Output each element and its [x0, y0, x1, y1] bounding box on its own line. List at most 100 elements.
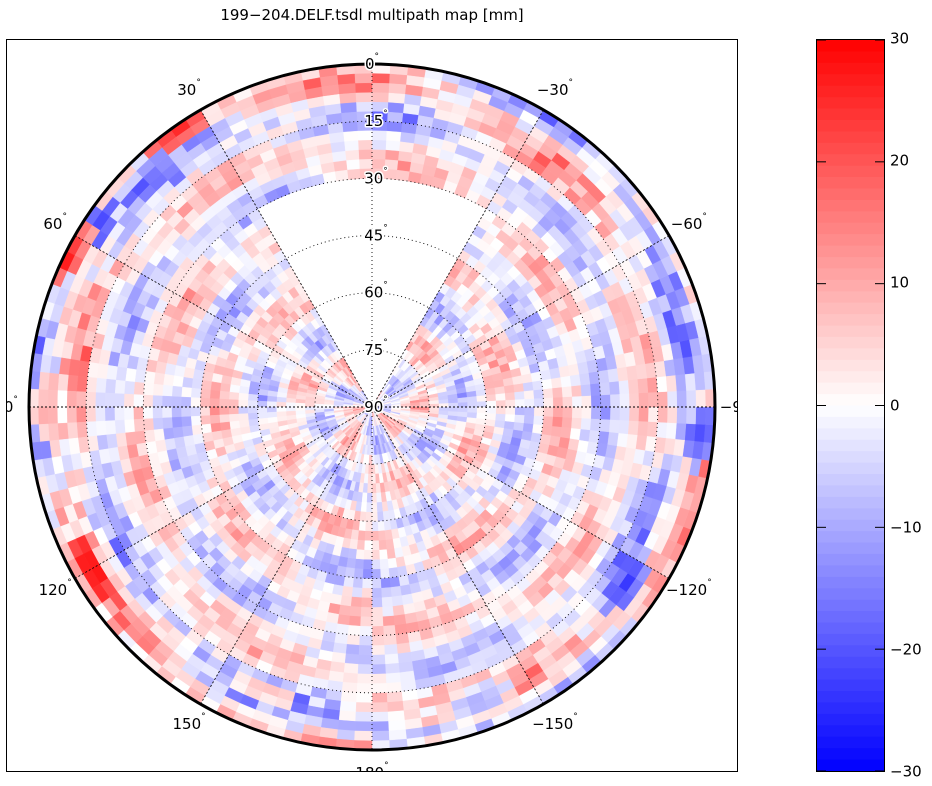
azimuth-tick-label: −30° — [537, 78, 573, 99]
colorbar-band — [817, 348, 884, 361]
heat-cell — [388, 728, 408, 741]
elevation-tick-label: 60° — [364, 280, 388, 301]
heat-cell — [571, 406, 582, 419]
heat-cell — [257, 394, 269, 402]
heat-cell — [466, 406, 478, 413]
heat-cell — [695, 406, 706, 425]
heat-cell — [57, 422, 70, 441]
heat-cell — [438, 406, 449, 412]
heat-cell — [494, 413, 506, 422]
heat-cell — [174, 365, 186, 378]
heat-cell — [190, 415, 202, 427]
heat-cell — [57, 373, 70, 392]
heat-cell — [512, 421, 524, 432]
heat-cell — [693, 371, 706, 391]
heat-cell — [331, 150, 347, 163]
heat-cell — [395, 632, 410, 645]
heat-cell — [339, 102, 357, 114]
heat-cell — [66, 390, 78, 408]
heat-cell — [336, 565, 347, 577]
heat-cell — [286, 402, 297, 408]
colorbar-band — [817, 314, 884, 327]
colorbar-bands — [817, 40, 884, 771]
heat-cell — [543, 397, 554, 408]
colorbar-band — [817, 656, 884, 669]
heat-cell — [172, 375, 185, 388]
heat-cell — [171, 385, 183, 398]
heat-cell — [229, 384, 241, 394]
colorbar-tick-label: 30 — [890, 29, 910, 48]
heat-cell — [393, 613, 407, 626]
heat-cell — [346, 168, 361, 180]
heat-cell — [371, 730, 390, 741]
heat-cell — [533, 406, 544, 417]
heat-cell — [371, 711, 389, 722]
heat-cell — [419, 406, 430, 411]
heat-cell — [684, 423, 696, 442]
heat-cell — [550, 376, 562, 389]
heat-cell — [380, 577, 392, 589]
heat-cell — [368, 463, 373, 474]
heat-cell — [359, 510, 367, 522]
heat-cell — [171, 416, 183, 429]
heat-cell — [589, 382, 601, 396]
heat-cell — [550, 425, 562, 438]
heat-cell — [104, 406, 116, 422]
heat-cell — [201, 423, 213, 435]
heat-cell — [354, 82, 373, 94]
heat-cell — [647, 391, 659, 408]
heat-cell — [355, 548, 365, 560]
heat-cell — [381, 586, 393, 598]
heat-cell — [362, 482, 369, 493]
heat-cell — [685, 406, 697, 425]
heat-cell — [152, 406, 163, 419]
colorbar-band — [817, 439, 884, 452]
heat-cell — [676, 406, 687, 424]
heat-cell — [385, 140, 401, 152]
heat-cell — [558, 436, 570, 449]
heat-cell — [349, 538, 359, 550]
heat-cell — [336, 73, 356, 86]
heat-cell — [76, 391, 87, 408]
heat-cell — [541, 424, 553, 436]
colorbar-band — [817, 508, 884, 521]
colorbar-band — [817, 702, 884, 715]
heat-cell — [343, 405, 354, 408]
heat-cell — [657, 391, 668, 408]
heat-cell — [172, 426, 185, 439]
heat-cell — [152, 417, 164, 431]
heat-cell — [666, 390, 678, 408]
heat-cell — [609, 393, 620, 408]
heat-cell — [340, 691, 358, 703]
azimuth-tick-label: −90° — [720, 395, 737, 416]
heat-cell — [371, 597, 383, 608]
heat-cell — [76, 375, 88, 393]
heat-cell — [86, 376, 98, 393]
azimuth-tick-label: −60° — [671, 212, 707, 233]
heat-cell — [350, 529, 360, 540]
heat-cell — [520, 430, 533, 441]
heat-cell — [627, 378, 639, 394]
colorbar-band — [817, 405, 884, 418]
colorbar-band — [817, 268, 884, 281]
heat-cell — [656, 421, 668, 439]
heat-cell — [599, 381, 611, 396]
heat-cell — [209, 406, 221, 416]
heat-cell — [581, 406, 592, 419]
heat-cell — [228, 406, 240, 415]
heat-cell — [600, 394, 611, 408]
azimuth-tick-label: 60° — [43, 212, 67, 233]
heat-cell — [371, 539, 380, 551]
heat-cell — [371, 549, 381, 560]
colorbar-band — [817, 668, 884, 681]
heat-cell — [530, 432, 542, 443]
heat-cell — [181, 396, 192, 408]
heat-cell — [638, 392, 649, 408]
polar-skyplot: 0°30°60°90°120°150°180°−150°−120°−90°−60… — [7, 50, 737, 771]
heat-cell — [357, 139, 373, 151]
heat-cell — [570, 417, 582, 430]
heat-cell — [354, 558, 365, 570]
heat-cell — [162, 417, 174, 430]
heat-cell — [504, 399, 516, 408]
colorbar-band — [817, 188, 884, 201]
